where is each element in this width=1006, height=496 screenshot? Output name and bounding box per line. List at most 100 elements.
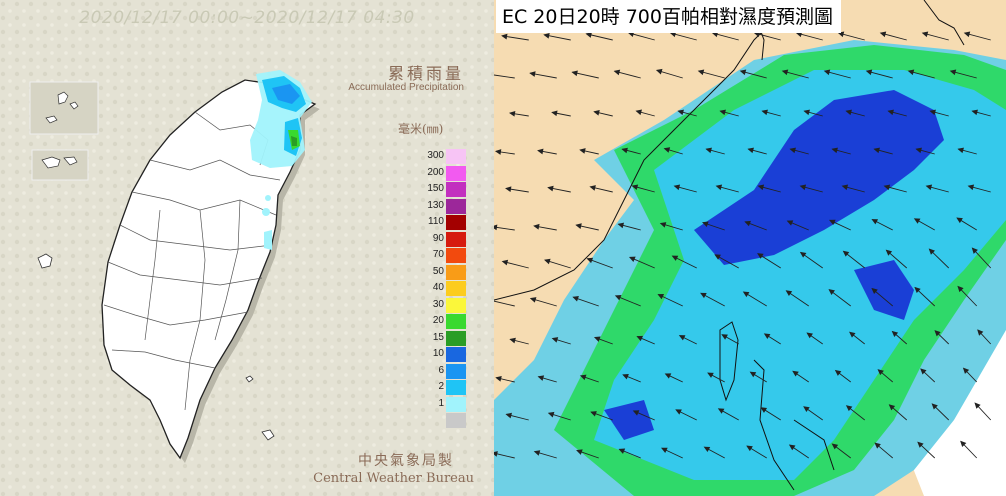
legend-swatch — [446, 231, 466, 247]
wind-arrow-head — [925, 184, 933, 191]
wind-arrow-head — [721, 334, 728, 340]
wind-arrow-head — [663, 147, 671, 153]
wind-arrow-head — [921, 31, 929, 38]
wind-arrow-head — [874, 442, 881, 449]
legend-swatch — [446, 297, 466, 313]
wind-arrow-head — [614, 295, 622, 301]
wind-arrow-head — [508, 110, 516, 117]
legend-label: 40 — [432, 282, 444, 293]
legend-swatch — [446, 330, 466, 346]
wind-arrow-head — [739, 69, 747, 76]
wind-arrow-head — [659, 222, 667, 228]
legend-label: 200 — [427, 166, 444, 178]
legend-row: 130 — [410, 198, 470, 215]
legend-label: 300 — [427, 150, 444, 161]
precipitation-title: 累積雨量 — [387, 64, 464, 83]
wind-arrow-head — [543, 32, 550, 39]
wind-arrow-head — [871, 219, 879, 225]
legend-row: 30 — [410, 297, 470, 314]
wind-arrow-head — [571, 70, 578, 77]
wind-arrow-head — [655, 68, 663, 75]
wind-arrow-head — [551, 337, 559, 343]
wind-arrow-head — [501, 33, 508, 40]
wind-arrow-head — [505, 412, 513, 419]
wind-arrow-head — [613, 69, 621, 76]
humidity-forecast-panel: EC 20日20時 700百帕相對濕度預測圖 — [494, 0, 1006, 496]
legend-row: 2 — [410, 379, 470, 396]
wind-arrow-head — [746, 445, 753, 452]
legend-label: 30 — [432, 298, 444, 310]
wind-arrow-head — [529, 71, 536, 77]
precipitation-subtitle: Accumulated Precipitation — [348, 82, 464, 93]
humidity-dark-small — [604, 400, 654, 440]
legend-row: 200 — [410, 165, 470, 182]
wind-arrow-head — [845, 109, 852, 116]
wind-arrow-head — [589, 185, 596, 191]
wind-arrow-head — [678, 335, 686, 341]
wind-arrow-head — [757, 253, 764, 259]
wind-arrow-head — [842, 250, 850, 257]
wind-arrow-head — [544, 258, 551, 265]
legend-row: 150 — [410, 181, 470, 198]
legend-label: 70 — [432, 249, 444, 260]
wind-arrow-head — [920, 368, 927, 375]
wind-arrow-head — [849, 331, 856, 338]
legend-label: 50 — [432, 265, 444, 277]
wind-arrow — [494, 300, 515, 307]
wind-arrow-head — [974, 402, 981, 409]
wind-arrow-head — [551, 110, 558, 117]
kinmen-islands — [41, 156, 78, 169]
wind-arrow-head — [888, 404, 896, 411]
humidity-map — [494, 0, 1006, 496]
wind-arrow-head — [799, 251, 807, 258]
wind-arrow-head — [967, 184, 975, 191]
wind-arrow-head — [657, 294, 665, 300]
legend-swatch — [446, 264, 466, 280]
humidity-map-title: EC 20日20時 700百帕相對濕度預測圖 — [496, 0, 841, 33]
wind-arrow-head — [977, 329, 984, 336]
wind-arrow-head — [537, 148, 544, 155]
legend-label: 1 — [438, 397, 444, 409]
legend-swatch — [446, 149, 466, 164]
wind-arrow-head — [675, 409, 682, 415]
wind-arrow-head — [533, 223, 540, 230]
humidity-dark-patch — [854, 260, 914, 320]
wind-arrow-head — [803, 406, 810, 412]
time-range-label: 2020/12/17 00:00~2020/12/17 04:30 — [79, 8, 415, 28]
wind-arrow-head — [617, 222, 625, 229]
wind-arrow-head — [494, 451, 498, 457]
wind-arrow-head — [529, 297, 537, 303]
wind-arrow-head — [914, 286, 921, 294]
wind-arrow-head — [585, 32, 592, 38]
legend-label: 15 — [432, 331, 444, 343]
wind-arrow-head — [494, 149, 502, 155]
precipitation-areas — [250, 70, 312, 250]
wind-arrow-head — [788, 444, 796, 451]
wind-arrow-head — [915, 147, 922, 154]
wind-arrow-head — [971, 247, 978, 254]
wind-arrow-head — [885, 249, 893, 256]
wind-arrow-head — [622, 374, 629, 380]
wind-arrow-head — [537, 375, 545, 381]
wind-arrow-head — [495, 375, 502, 382]
wind-arrow-head — [590, 411, 597, 417]
wind-arrow-head — [963, 31, 971, 38]
wind-arrow-head — [714, 254, 721, 260]
wind-arrow-head — [671, 255, 679, 261]
legend-label: 10 — [432, 348, 444, 359]
matsu-islands — [45, 91, 79, 124]
wind-arrow-head — [707, 372, 714, 378]
legend-swatch — [446, 396, 466, 412]
wind-arrow-head — [956, 217, 963, 224]
agency-name-en: Central Weather Bureau — [313, 471, 474, 486]
legend-label: 2 — [438, 381, 444, 392]
wind-arrow-head — [789, 147, 796, 154]
wind-arrow-head — [697, 69, 705, 76]
wind-arrow-head — [823, 69, 831, 76]
wind-arrow-head — [742, 291, 750, 298]
wind-arrow-head — [957, 147, 964, 154]
wind-arrow-head — [494, 224, 498, 231]
unit-label: 毫米(㎜) — [398, 122, 444, 136]
legend-label: 6 — [438, 364, 444, 376]
wind-arrow-head — [799, 184, 807, 191]
